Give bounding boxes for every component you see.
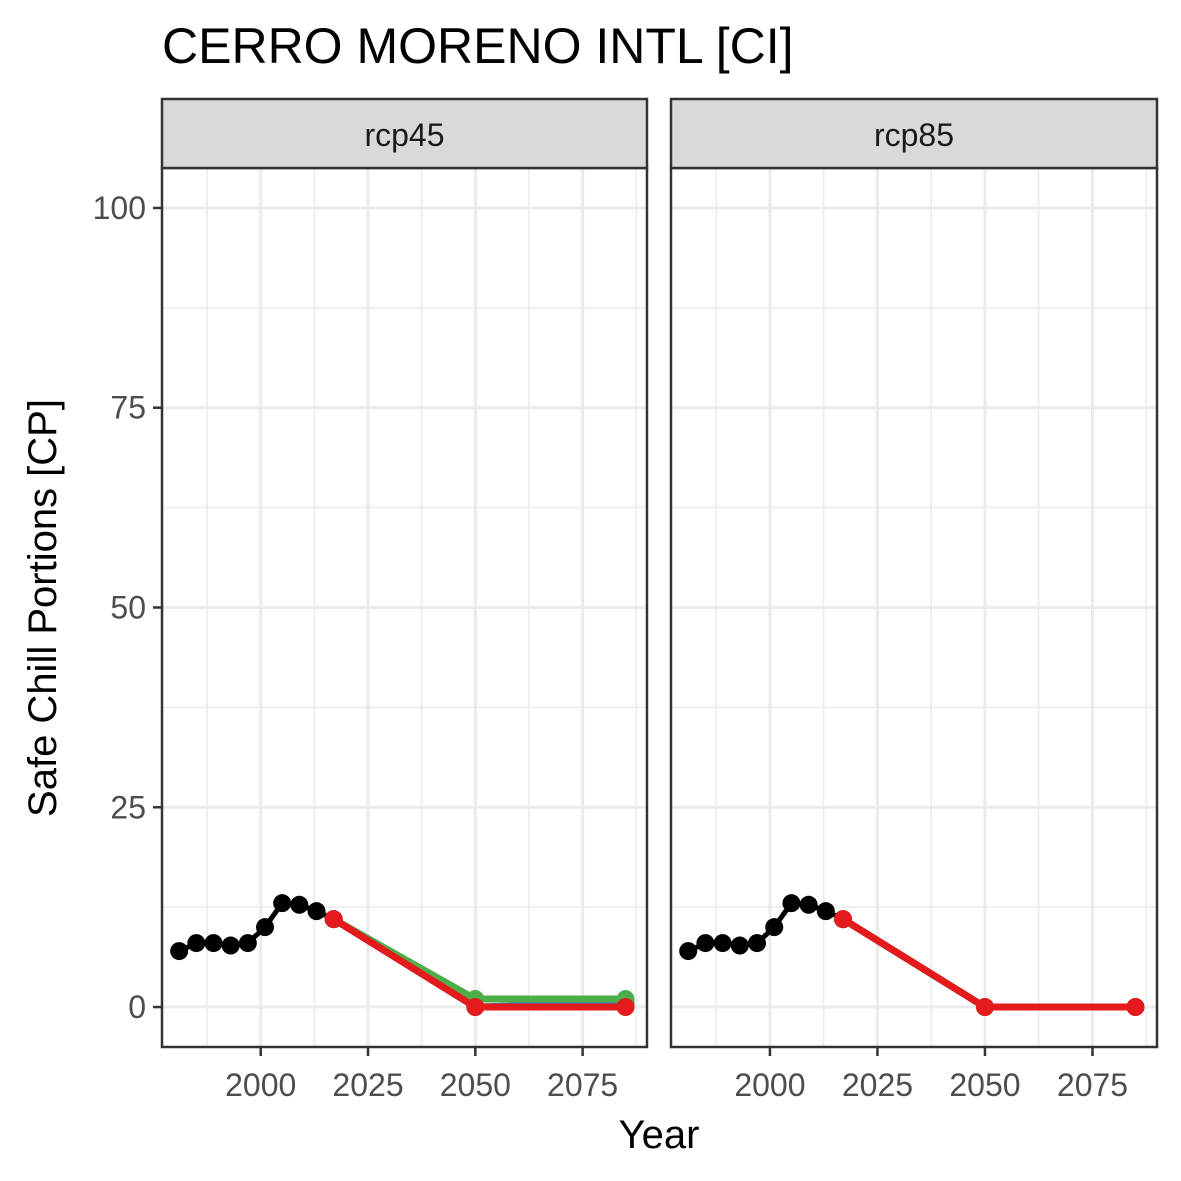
observed-point [765,918,784,937]
observed-point [730,936,749,955]
scenario-point-3 [834,910,853,929]
x-tick-label: 2050 [440,1067,511,1103]
scenario-point-3 [975,998,994,1017]
observed-point [204,934,223,953]
observed-point [782,894,801,913]
y-tick-label: 25 [110,789,146,825]
scenario-point-3 [1126,998,1145,1017]
y-axis-title: Safe Chill Portions [CP] [21,399,65,817]
observed-point [221,936,240,955]
x-tick-label: 2025 [332,1067,403,1103]
x-tick-label: 2025 [842,1067,913,1103]
x-tick-label: 2000 [225,1067,296,1103]
y-tick-label: 50 [110,590,146,626]
facet-strip-label: rcp45 [364,117,444,153]
scenario-point-3 [466,998,485,1017]
x-tick-label: 2000 [734,1067,805,1103]
observed-point [187,934,206,953]
y-tick-label: 100 [93,190,146,226]
facet-strip-label: rcp85 [874,117,954,153]
observed-point [170,942,189,961]
scenario-point-3 [324,910,343,929]
facet-strip [160,97,649,170]
observed-point [256,918,275,937]
observed-point [273,894,292,913]
y-tick-label: 0 [128,989,146,1025]
x-axis-title: Year [619,1113,700,1157]
observed-point [713,934,732,953]
y-tick-label: 75 [110,390,146,426]
facet-strip [669,97,1159,170]
panel-rcp45: rcp45 2000 2025 2050 2075 0 25 50 75 100 [93,97,649,1103]
x-tick-label: 2050 [949,1067,1020,1103]
observed-point [748,934,767,953]
observed-point [307,902,326,921]
observed-point [290,895,309,914]
x-tick-label: 2075 [547,1067,618,1103]
plot-layer: rcp45 2000 2025 2050 2075 0 25 50 75 100 rcp85 2000… [93,97,1159,1103]
observed-point [696,934,715,953]
chart-title: CERRO MORENO INTL [CI] [162,18,794,74]
observed-point [679,942,698,961]
observed-point [816,902,835,921]
scenario-point-3 [616,998,635,1017]
panel-rcp85: rcp85 2000 2025 2050 2075 [669,97,1159,1103]
x-tick-label: 2075 [1057,1067,1128,1103]
observed-point [238,934,257,953]
observed-point [799,895,818,914]
